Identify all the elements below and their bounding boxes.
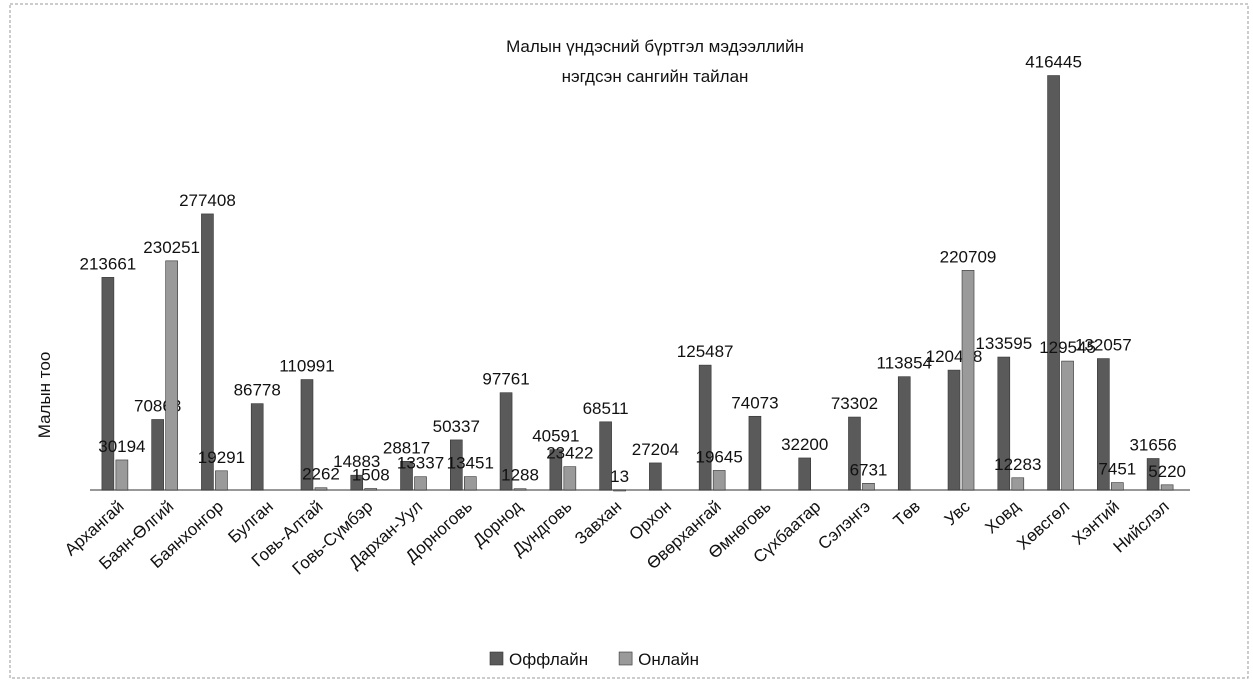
data-label: 213661 bbox=[80, 254, 137, 273]
bar bbox=[350, 474, 364, 491]
bar bbox=[897, 376, 911, 491]
data-label: 13337 bbox=[397, 454, 444, 473]
data-label: 97761 bbox=[482, 370, 529, 389]
bar bbox=[649, 462, 662, 491]
bar bbox=[449, 439, 463, 491]
bar bbox=[698, 364, 712, 491]
x-tick-label: Төв bbox=[890, 497, 924, 530]
data-label: 86778 bbox=[234, 381, 281, 400]
x-tick-label: Увс bbox=[941, 497, 974, 530]
bar bbox=[862, 483, 875, 491]
x-tick-label: Нийслэл bbox=[1110, 497, 1173, 557]
data-label: 132057 bbox=[1075, 336, 1132, 355]
legend-swatch bbox=[489, 651, 504, 666]
bar bbox=[414, 476, 427, 491]
bar bbox=[613, 489, 626, 492]
bar bbox=[115, 459, 129, 491]
bar bbox=[848, 416, 861, 491]
bar bbox=[997, 356, 1011, 491]
bar bbox=[364, 488, 378, 491]
legend-swatch bbox=[618, 651, 633, 666]
bar bbox=[1047, 75, 1060, 491]
bar bbox=[513, 488, 527, 491]
bar bbox=[1111, 482, 1124, 491]
chart-title: Малын үндэсний бүртгэл мэдээллийн bbox=[506, 37, 804, 56]
data-label: 5220 bbox=[1148, 462, 1186, 481]
frame bbox=[9, 3, 1249, 679]
x-tick-label: Сэлэнгэ bbox=[814, 497, 874, 554]
bar bbox=[463, 476, 477, 491]
data-label: 125487 bbox=[677, 342, 734, 361]
x-tick-label: Хөвсгөл bbox=[1013, 497, 1073, 554]
bar bbox=[599, 421, 612, 491]
data-label: 1288 bbox=[501, 466, 539, 485]
bar bbox=[1011, 477, 1025, 491]
data-label: 133595 bbox=[975, 334, 1032, 353]
data-label: 19291 bbox=[198, 448, 245, 467]
data-label: 27204 bbox=[632, 440, 679, 459]
data-label: 113854 bbox=[877, 354, 932, 373]
data-label: 19645 bbox=[696, 447, 743, 466]
data-label: 14883 bbox=[333, 452, 380, 471]
bar bbox=[1097, 358, 1110, 491]
data-label: 7451 bbox=[1098, 460, 1136, 479]
x-tick-label: Ховд bbox=[981, 497, 1023, 538]
bar bbox=[563, 466, 577, 491]
legend-label: Оффлайн bbox=[509, 650, 588, 669]
bar bbox=[300, 379, 314, 491]
data-label: 50337 bbox=[433, 417, 480, 436]
bar bbox=[201, 213, 214, 491]
bar bbox=[400, 461, 413, 491]
bar bbox=[712, 470, 726, 491]
bar bbox=[250, 403, 264, 491]
data-label: 416445 bbox=[1025, 53, 1082, 72]
bar bbox=[215, 470, 228, 491]
data-label: 2262 bbox=[302, 465, 340, 484]
x-tick-label: Завхан bbox=[571, 497, 625, 549]
data-label: 1508 bbox=[352, 465, 390, 484]
bar bbox=[1061, 360, 1074, 491]
data-label: 6731 bbox=[850, 460, 888, 479]
data-label: 12283 bbox=[994, 455, 1041, 474]
data-label: 74073 bbox=[731, 393, 778, 412]
data-label: 230251 bbox=[143, 238, 200, 257]
data-label: 28817 bbox=[383, 438, 430, 457]
bar bbox=[798, 457, 812, 491]
chart-title: нэгдсэн сангийн тайлан bbox=[562, 67, 749, 86]
bar bbox=[961, 270, 975, 491]
bar bbox=[101, 277, 115, 491]
data-label: 32200 bbox=[781, 435, 828, 454]
data-label: 30194 bbox=[98, 437, 145, 456]
bar bbox=[947, 369, 961, 491]
bar bbox=[748, 415, 762, 491]
data-label: 13 bbox=[610, 467, 629, 486]
data-label: 40591 bbox=[532, 427, 579, 446]
bar bbox=[165, 260, 178, 491]
data-label: 110991 bbox=[279, 357, 334, 376]
data-label: 68511 bbox=[583, 399, 629, 418]
legend-label: Онлайн bbox=[638, 650, 699, 669]
y-axis-label: Малын тоо bbox=[35, 352, 54, 439]
data-label: 31656 bbox=[1129, 435, 1176, 454]
data-label: 277408 bbox=[179, 191, 236, 210]
bar bbox=[549, 449, 563, 491]
bar bbox=[151, 419, 164, 491]
data-label: 129545 bbox=[1039, 338, 1096, 357]
bar bbox=[314, 487, 328, 491]
data-label: 220709 bbox=[940, 247, 997, 266]
bar bbox=[1146, 458, 1160, 491]
data-label: 23422 bbox=[546, 444, 593, 463]
bar bbox=[1160, 484, 1174, 491]
data-label: 13451 bbox=[447, 454, 494, 473]
data-label: 73302 bbox=[831, 394, 878, 413]
bar bbox=[499, 392, 513, 491]
